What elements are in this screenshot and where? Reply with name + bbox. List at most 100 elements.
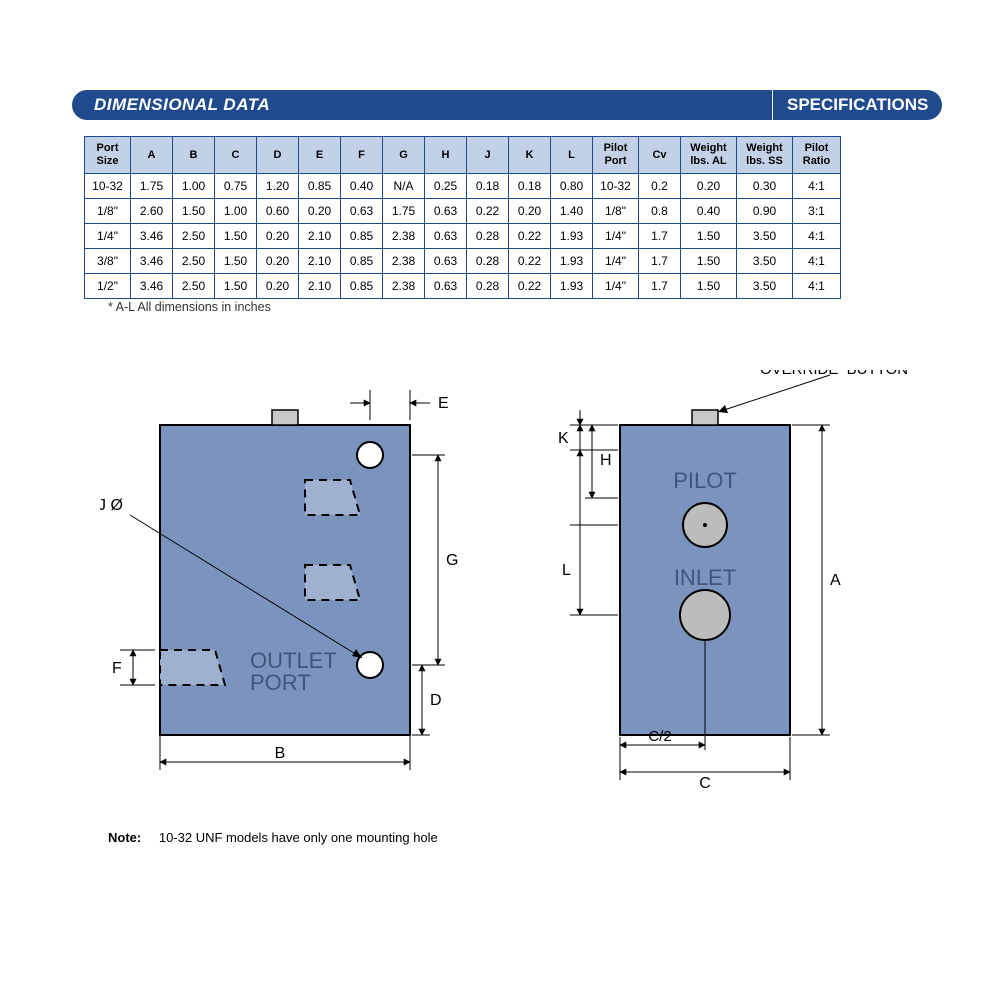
table-cell: 1/4" [593,274,639,299]
table-cell: 3.50 [737,274,793,299]
table-cell: 0.8 [639,199,681,224]
table-cell: 0.20 [257,249,299,274]
table-cell: 1.7 [639,249,681,274]
table-cell: 4:1 [793,249,841,274]
table-cell: 0.22 [509,224,551,249]
table-cell: 1/2" [85,274,131,299]
col-header: PortSize [85,137,131,174]
col-header: PilotPort [593,137,639,174]
table-cell: 0.18 [509,174,551,199]
table-cell: 3.46 [131,249,173,274]
note-label: Note: [108,830,141,845]
table-cell: 4:1 [793,174,841,199]
table-cell: 1.75 [131,174,173,199]
table-cell: 1.7 [639,274,681,299]
table-cell: 2.10 [299,274,341,299]
table-cell: 1.50 [173,199,215,224]
table-cell: 0.85 [341,249,383,274]
dimensional-diagram: OUTLET PORT B F E G [100,370,920,810]
mob-label-2: OVERRIDE BUTTON [760,370,908,378]
diagram-note: Note: 10-32 UNF models have only one mou… [108,830,438,845]
table-cell: 0.25 [425,174,467,199]
table-row: 3/8"3.462.50 1.50 0.202.100.852.380.630.28… [85,249,841,274]
table-cell: 2.50 [173,224,215,249]
table-cell: 4:1 [793,274,841,299]
table-cell: 0.75 [215,174,257,199]
table-cell: 1.00 [215,199,257,224]
table-cell: 0.63 [425,274,467,299]
table-cell: 0.28 [467,249,509,274]
table-cell: 0.63 [425,224,467,249]
table-cell: 1.50 [681,224,737,249]
col-header: K [509,137,551,174]
section-header: DIMENSIONAL DATA SPECIFICATIONS [72,90,942,120]
table-cell: 2.50 [173,274,215,299]
table-row: 1/4"3.462.501.500.202.100.852.380.630.28… [85,224,841,249]
col-header: H [425,137,467,174]
table-cell: 0.22 [509,249,551,274]
table-cell: 0.60 [257,199,299,224]
header-title-left: DIMENSIONAL DATA [72,95,270,115]
dim-c: C [699,775,711,792]
col-header: Weightlbs. AL [681,137,737,174]
col-header: D [257,137,299,174]
table-cell: N/A [383,174,425,199]
col-header: F [341,137,383,174]
table-cell: 0.22 [509,274,551,299]
table-cell: 1.50 [215,274,257,299]
table-cell: 0.63 [425,199,467,224]
col-header: Cv [639,137,681,174]
table-cell: 0.63 [425,249,467,274]
table-cell: 0.20 [257,224,299,249]
dimensional-data-table: PortSizeABCDEFGHJKLPilotPortCvWeightlbs.… [84,136,841,299]
pilot-label: PILOT [673,468,737,493]
table-cell: 0.22 [467,199,509,224]
table-cell: 0.40 [341,174,383,199]
table-cell: 2.10 [299,224,341,249]
col-header: E [299,137,341,174]
table-cell: 0.28 [467,274,509,299]
table-cell: 1.75 [383,199,425,224]
table-cell: 0.80 [551,174,593,199]
table-cell: 2.38 [383,249,425,274]
col-header: C [215,137,257,174]
table-cell: 0.30 [737,174,793,199]
table-cell: 4:1 [793,224,841,249]
dim-k: K [558,430,569,447]
table-cell: 1.50 [215,224,257,249]
col-header: PilotRatio [793,137,841,174]
dim-h: H [600,452,612,469]
table-cell: 10-32 [593,174,639,199]
col-header: L [551,137,593,174]
table-cell: 3.50 [737,224,793,249]
table-cell: 3/8" [85,249,131,274]
table-cell: 3.50 [737,249,793,274]
table-cell: 0.18 [467,174,509,199]
table-cell: 1/4" [593,224,639,249]
dim-g: G [446,552,458,569]
dim-f: F [112,660,122,677]
table-cell: 1.20 [257,174,299,199]
table-cell: 1.93 [551,249,593,274]
table-cell: 0.20 [681,174,737,199]
table-cell: 0.63 [341,199,383,224]
table-cell: 1.40 [551,199,593,224]
table-cell: 3.46 [131,224,173,249]
table-footnote: * A-L All dimensions in inches [108,300,271,314]
table-cell: 0.85 [341,224,383,249]
table-cell: 0.85 [299,174,341,199]
right-view: PILOT INLET A C C/2 K H [558,370,908,792]
table-cell: 2.50 [173,249,215,274]
table-row: 1/8"2.601.501.000.600.200.631.750.630.22… [85,199,841,224]
table-cell: 1.50 [681,249,737,274]
dim-d: D [430,692,442,709]
col-header: J [467,137,509,174]
table-cell: 0.20 [257,274,299,299]
table-cell: 1/8" [593,199,639,224]
dim-j: J Ø [100,497,123,514]
table-cell: 2.10 [299,249,341,274]
left-view: OUTLET PORT B F E G [100,390,458,770]
dim-b: B [275,745,286,762]
table-cell: 1/8" [85,199,131,224]
table-cell: 1.50 [681,274,737,299]
